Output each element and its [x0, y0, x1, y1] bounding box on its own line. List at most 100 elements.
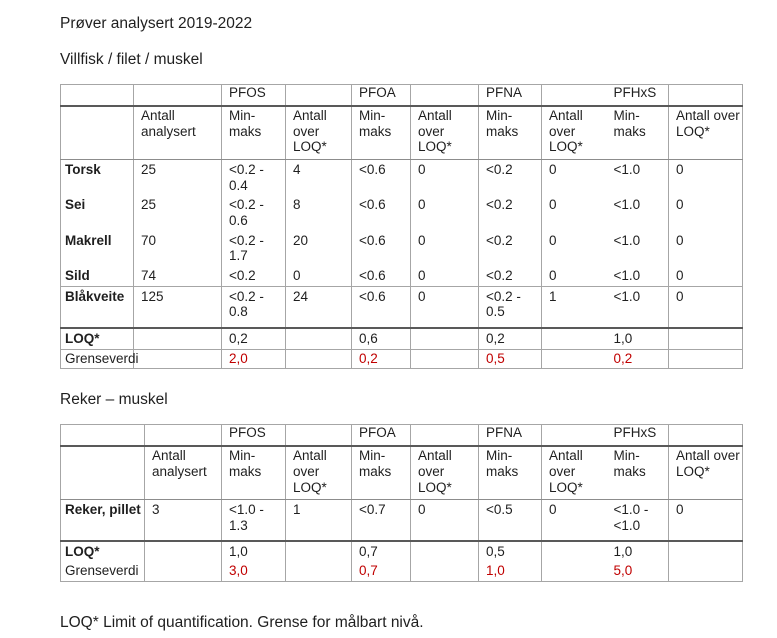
- table-cell: <1.0 - <1.0: [606, 499, 669, 543]
- table-cell: 0: [541, 265, 607, 287]
- table-cell: <0.2: [478, 159, 542, 196]
- table-cell: [285, 327, 352, 350]
- table-cell: 0: [668, 265, 743, 287]
- table-cell: [133, 349, 222, 369]
- table-cell: [410, 562, 479, 582]
- table-cell: <0.2 - 0.5: [478, 286, 542, 329]
- table-cell: 25: [133, 195, 222, 231]
- table-cell: <0.2 - 0.6: [221, 195, 286, 231]
- table-row: Reker, pillet 3 <1.0 - 1.3 1 <0.7 0 <0.5 0 <1.0 …: [60, 499, 743, 543]
- villfisk-table-header: PFOS PFOA PFNA PFHxS Antall analysert Min-mak…: [60, 84, 743, 160]
- row-label: Grenseverdi: [60, 349, 139, 369]
- table-cell: 0,6: [351, 327, 411, 350]
- compound-header-pfoa: PFOA: [351, 84, 411, 107]
- column-header-antall-over-loq-: Antall over LOQ*: [541, 446, 607, 501]
- table-cell: [668, 562, 743, 582]
- row-label: Reker, pillet: [60, 499, 145, 543]
- table-cell: 0: [541, 195, 607, 231]
- table-cell: 0,2: [351, 349, 411, 369]
- table-cell: 0: [668, 499, 743, 543]
- table-row: LOQ* 1,0 0,7 0,5 1,0: [60, 541, 743, 563]
- compound-header-empty: [410, 84, 479, 107]
- column-header-min-maks: Min-maks: [351, 106, 411, 160]
- table-cell: [410, 349, 479, 369]
- table-cell: 0: [668, 195, 743, 231]
- loq-footnote: LOQ* Limit of quantification. Grense for…: [60, 613, 424, 631]
- table-cell: [144, 562, 222, 582]
- table-cell: <0.2: [478, 265, 542, 287]
- compound-header-empty: [668, 424, 743, 448]
- column-header-antall-over-loq-: Antall over LOQ*: [285, 446, 352, 501]
- table-cell: 0: [410, 195, 479, 231]
- row-label: Makrell: [60, 230, 134, 266]
- table-cell: [541, 541, 607, 563]
- table-cell: <0.7: [351, 499, 411, 543]
- compound-header-pfna: PFNA: [478, 424, 542, 448]
- table-cell: 70: [133, 230, 222, 266]
- table-cell: 0: [541, 499, 607, 543]
- column-header-min-maks: Min-maks: [221, 446, 286, 501]
- table-cell: <0.2: [221, 265, 286, 287]
- compound-header-empty: [668, 84, 743, 107]
- compound-header-empty: [541, 84, 607, 107]
- table-cell: 1,0: [613, 544, 633, 560]
- table-cell: 0,7: [351, 562, 411, 582]
- reker-table: PFOS PFOA PFNA PFHxS Antall analysert Min-mak…: [60, 424, 743, 582]
- table-cell: <1.0: [613, 161, 641, 177]
- table-row: Grenseverdi 3,0 0,7 1,0 5,0: [60, 562, 743, 582]
- compound-header-pfhxs: PFHxS: [606, 424, 669, 448]
- table-row: Blåkveite 125 <0.2 - 0.8 24 <0.6 0 <0.2 - 0.5 1…: [60, 286, 743, 329]
- table-cell: 25: [133, 159, 222, 196]
- table-cell: 0: [541, 159, 607, 196]
- column-header-antall-analysert: Antall analysert: [144, 446, 222, 501]
- row-label: Grenseverdi: [60, 562, 145, 582]
- table-cell: 0,5: [478, 541, 542, 563]
- column-header-empty: [60, 446, 145, 501]
- table-row: Grenseverdi 2,0 0,2 0,5 0,2: [60, 349, 743, 369]
- table-cell: 0: [410, 230, 479, 266]
- reker-table-header: PFOS PFOA PFNA PFHxS Antall analysert Min-mak…: [60, 424, 743, 501]
- table-cell: 74: [133, 265, 222, 287]
- table-cell: 20: [285, 230, 352, 266]
- column-header-antall-over-loq-: Antall over LOQ*: [410, 106, 479, 160]
- table-cell: [541, 349, 607, 369]
- villfisk-table: PFOS PFOA PFNA PFHxS Antall analysert Min-mak…: [60, 84, 743, 370]
- table-cell: [668, 327, 743, 350]
- column-header-antall-over-loq-: Antall over LOQ*: [285, 106, 352, 160]
- table-cell: [668, 349, 743, 369]
- table-cell: 125: [133, 286, 222, 329]
- row-label: LOQ*: [60, 327, 134, 350]
- table-cell: 0: [668, 230, 743, 266]
- table-cell: [668, 541, 743, 563]
- table-cell: 0: [410, 499, 479, 543]
- table-cell: <1.0: [606, 265, 669, 287]
- column-header-min-maks: Min-maks: [606, 446, 669, 501]
- column-header-min-maks: Min-maks: [478, 106, 542, 160]
- table-cell: 1,0: [478, 562, 542, 582]
- reker-table-body: Reker, pillet 3 <1.0 - 1.3 1 <0.7 0 <0.5 0 <1.0 …: [60, 499, 743, 582]
- column-header-antall-over-loq-: Antall over LOQ*: [668, 446, 743, 501]
- table-cell: [541, 562, 607, 582]
- table-cell: 0,5: [478, 349, 542, 369]
- table-cell: [410, 327, 479, 350]
- table-cell: [285, 562, 352, 582]
- table-row: Sei 25 <0.2 - 0.6 8 <0.6 0 <0.2 0 <1.0 0: [60, 195, 743, 231]
- table-cell: 24: [285, 286, 352, 329]
- table-cell: [144, 541, 222, 563]
- table-cell: <0.6: [351, 230, 411, 266]
- table-cell: 0,2: [221, 327, 286, 350]
- table-cell: <0.2: [478, 230, 542, 266]
- table-cell: 1,0: [606, 327, 669, 350]
- table-cell: <0.6: [351, 159, 411, 196]
- table-row: Sild 74 <0.2 0 <0.6 0 <0.2 0 <1.0 0: [60, 265, 743, 287]
- table-cell: [285, 349, 352, 369]
- table-cell: 0: [410, 286, 479, 329]
- table-cell: 0: [668, 159, 743, 196]
- section-title-villfisk: Villfisk / filet / muskel: [60, 51, 203, 68]
- table-cell: 4: [285, 159, 352, 196]
- table-cell: 0: [541, 230, 607, 266]
- row-label: Blåkveite: [60, 286, 134, 329]
- table-cell: 0,7: [351, 541, 411, 563]
- compound-header-empty: [144, 424, 222, 448]
